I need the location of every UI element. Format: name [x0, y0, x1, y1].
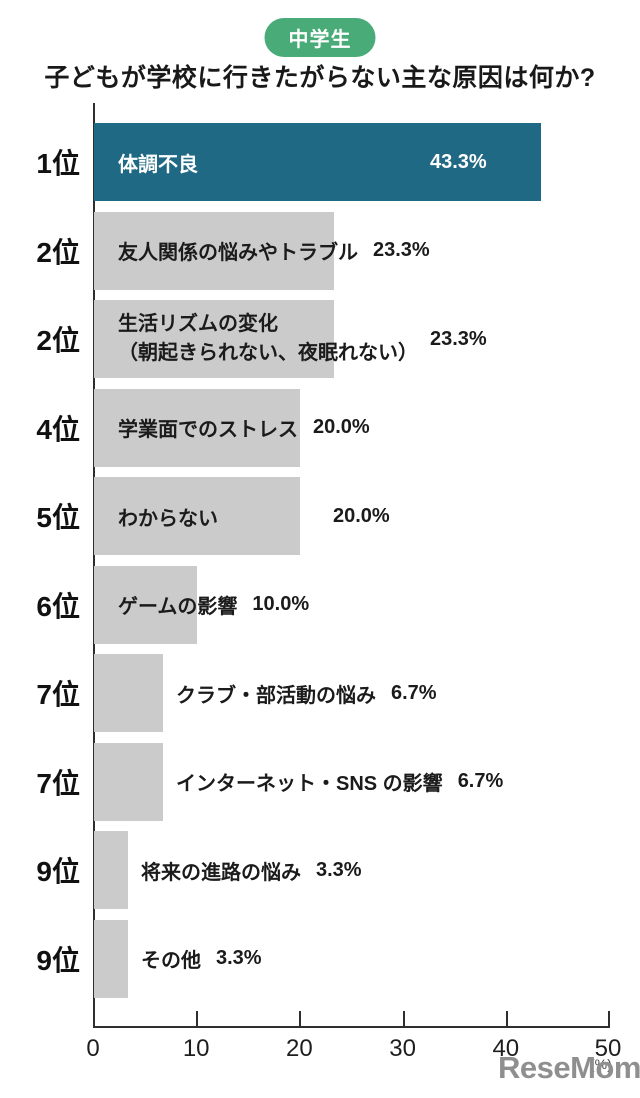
x-axis-line	[93, 1026, 610, 1028]
bar-percent: 3.3%	[316, 858, 362, 881]
rank-label: 2位	[36, 236, 80, 268]
rank-label: 4位	[36, 413, 80, 445]
x-axis-tick	[196, 1011, 199, 1026]
bar-percent: 43.3%	[430, 150, 487, 173]
bar	[94, 654, 163, 732]
rank-label: 9位	[36, 944, 80, 976]
bar-label-text: 将来の進路の悩み	[141, 861, 301, 884]
bar-percent: 10.0%	[252, 593, 310, 615]
bar-percent: 6.7%	[391, 681, 437, 704]
bar-label: わからない	[118, 477, 218, 555]
resemom-watermark: ReseMom.	[498, 1050, 640, 1085]
bar	[94, 300, 334, 378]
rank-label: 2位	[36, 325, 80, 356]
bar	[94, 742, 163, 821]
bar-label: 友人関係の悩みやトラブル 23.3%	[118, 212, 430, 290]
bar-label-line2: （朝起きられない、夜眠れない）	[118, 342, 418, 364]
bar-label-line1: 生活リズムの変化	[118, 313, 278, 335]
bar-label-text: 学業面でのストレス	[118, 419, 298, 441]
bar-percent: 6.7%	[457, 770, 504, 792]
bar-label-text: ゲームの影響	[118, 596, 238, 618]
x-axis-tick-label: 0	[86, 1035, 100, 1062]
bar-percent: 23.3%	[430, 327, 487, 350]
bar	[94, 919, 128, 998]
x-axis-tick	[402, 1011, 405, 1026]
x-axis-tick-label: 20	[286, 1035, 313, 1062]
bar-label: クラブ・部活動の悩み 6.7%	[176, 654, 437, 732]
rank-label: 7位	[36, 679, 80, 710]
bar-percent: 3.3%	[216, 947, 262, 969]
bar	[94, 211, 334, 290]
x-axis-tick	[608, 1011, 610, 1026]
bar-label: 将来の進路の悩み 3.3%	[141, 831, 362, 909]
bar-percent: 20.0%	[313, 416, 370, 438]
bar-percent: 20.0%	[333, 504, 390, 527]
rank-label: 7位	[36, 767, 80, 799]
group-badge: 中学生	[264, 18, 376, 57]
bar-label: ゲームの影響 10.0%	[118, 566, 309, 644]
bar	[94, 477, 300, 555]
bar-label-text: その他	[141, 950, 201, 972]
bar-label: 学業面でのストレス 20.0%	[118, 389, 370, 467]
x-axis-tick-label: 30	[389, 1035, 416, 1062]
bar	[94, 388, 300, 467]
bar-label: その他 3.3%	[141, 920, 262, 998]
x-axis-tick-label: 10	[182, 1035, 210, 1062]
bar-label-text: 体調不良	[118, 153, 198, 176]
bar-label-text: わからない	[118, 507, 218, 530]
bar-label: 生活リズムの変化 （朝起きられない、夜眠れない）	[118, 300, 418, 378]
rank-label: 1位	[36, 148, 80, 179]
bar-label: インターネット・SNS の影響 6.7%	[176, 743, 503, 821]
x-axis-tick	[299, 1011, 302, 1026]
chart-title: 子どもが学校に行きたがらない主な原因は何か?	[44, 64, 596, 92]
bar	[94, 565, 197, 644]
bar	[94, 831, 128, 909]
rank-label: 5位	[36, 502, 80, 533]
bar-label: 体調不良	[118, 123, 198, 201]
x-axis-tick-label: 40	[492, 1035, 520, 1062]
rank-label: 9位	[36, 856, 80, 887]
axis-unit-label: (%)	[590, 1056, 612, 1072]
x-axis-tick-label: 50	[594, 1035, 622, 1062]
bar	[94, 123, 541, 201]
bar-label-text: クラブ・部活動の悩み	[176, 684, 376, 707]
x-axis-tick	[505, 1011, 508, 1026]
bar-label-text: インターネット・SNS の影響	[176, 773, 443, 795]
bar-percent: 23.3%	[373, 239, 430, 261]
rank-label: 6位	[36, 590, 80, 622]
bar-label-text: 友人関係の悩みやトラブル	[118, 242, 358, 264]
